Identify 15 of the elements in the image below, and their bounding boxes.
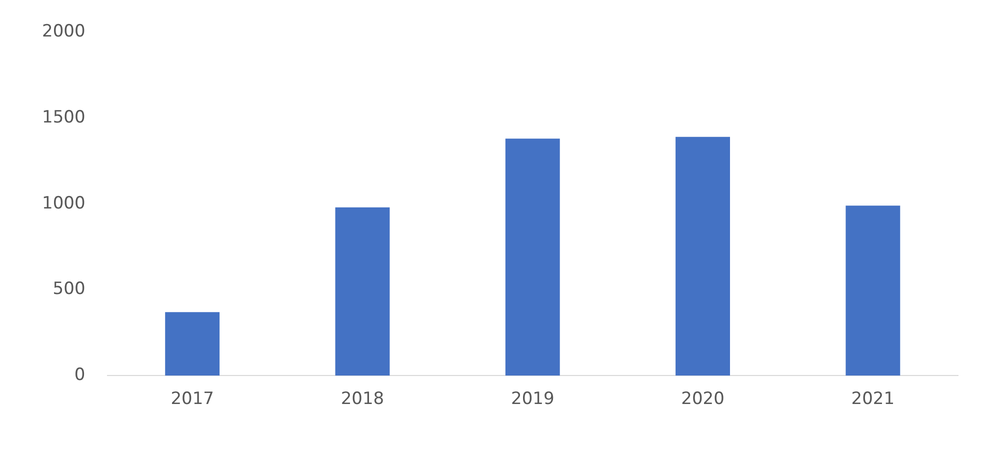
y-tick-label: 500 [52, 279, 86, 300]
x-tick-label: 2018 [340, 389, 384, 410]
x-tick-label: 2017 [170, 389, 214, 410]
bar [846, 206, 900, 376]
y-tick-label: 1500 [42, 107, 86, 128]
bar [335, 207, 390, 376]
x-tick-label: 2020 [681, 389, 724, 410]
bar [505, 138, 560, 376]
y-tick-label: 1000 [42, 193, 86, 214]
y-tick-label: 0 [74, 365, 86, 386]
y-tick-label: 2000 [42, 22, 86, 42]
bar [165, 312, 220, 376]
x-tick-label: 2019 [511, 389, 554, 410]
x-tick-label: 2021 [851, 389, 895, 410]
bar [676, 136, 730, 376]
